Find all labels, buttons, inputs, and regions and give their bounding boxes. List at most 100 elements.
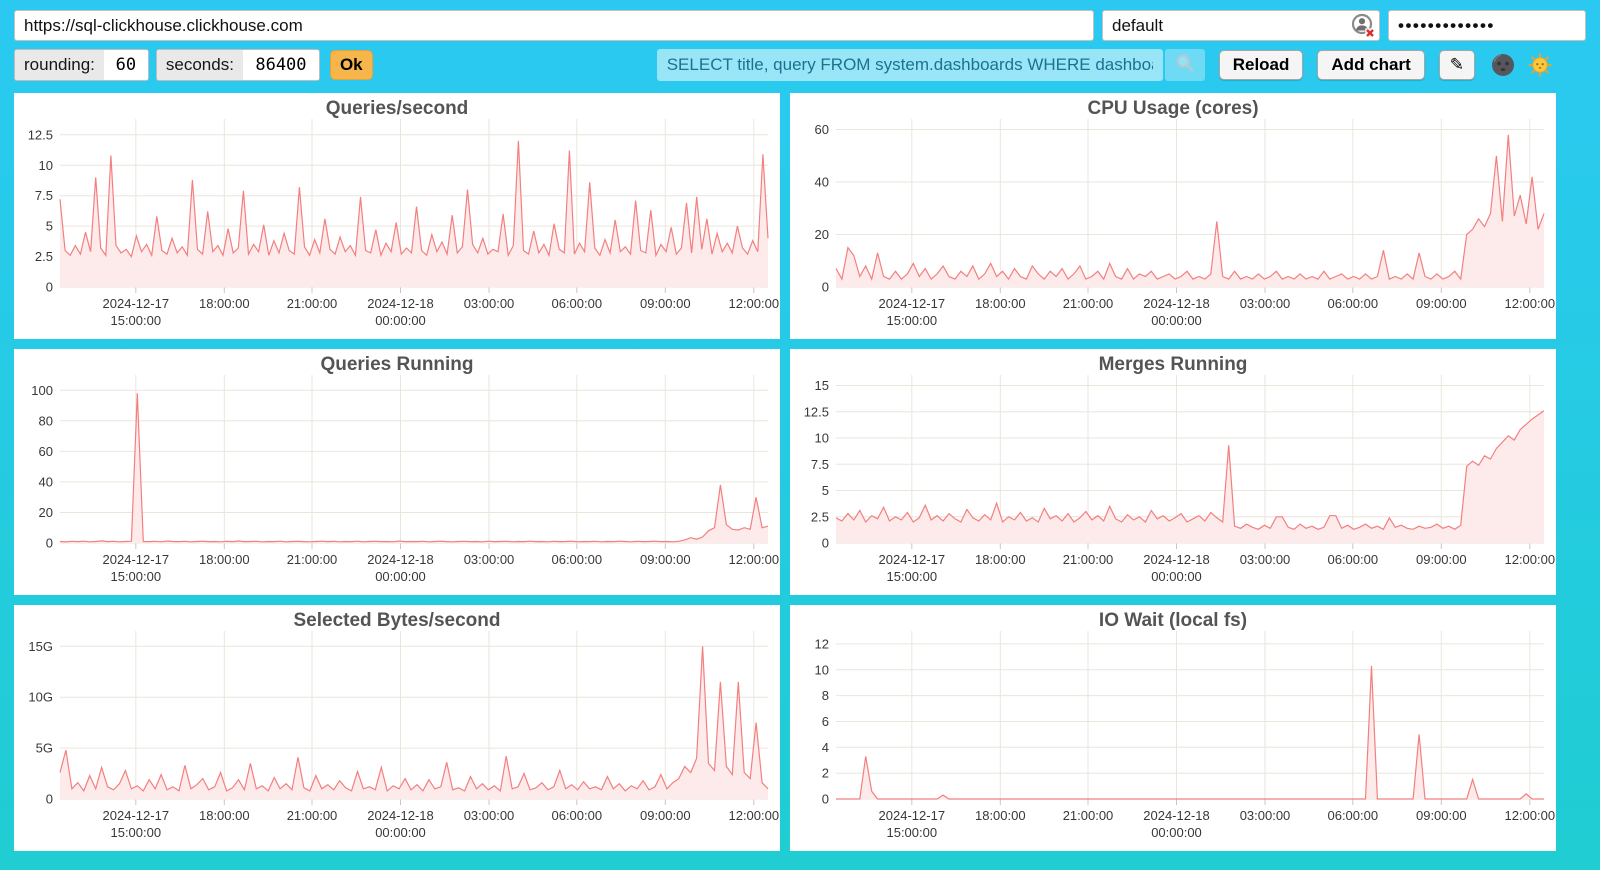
svg-text:12:00:00: 12:00:00 <box>1504 296 1555 311</box>
svg-text:2024-12-17: 2024-12-17 <box>103 808 170 823</box>
pencil-icon: ✎ <box>1449 54 1464 75</box>
svg-text:10: 10 <box>815 431 829 446</box>
svg-text:21:00:00: 21:00:00 <box>287 808 338 823</box>
svg-text:20: 20 <box>39 505 53 520</box>
svg-text:18:00:00: 18:00:00 <box>975 296 1026 311</box>
svg-text:21:00:00: 21:00:00 <box>1063 552 1114 567</box>
svg-text:0: 0 <box>822 792 829 807</box>
chart-plot[interactable]: 2024-12-17 15:00:00 18:00:00 21:00:00 2024-1… <box>14 349 780 595</box>
svg-text:15:00:00: 15:00:00 <box>110 313 161 328</box>
svg-text:09:00:00: 09:00:00 <box>640 808 691 823</box>
seconds-input[interactable] <box>242 49 319 80</box>
svg-text:21:00:00: 21:00:00 <box>287 296 338 311</box>
theme-dark-toggle[interactable] <box>1491 53 1515 77</box>
svg-text:00:00:00: 00:00:00 <box>1151 313 1202 328</box>
svg-text:12:00:00: 12:00:00 <box>728 808 779 823</box>
search-button[interactable] <box>1164 48 1205 81</box>
magnifier-icon <box>1175 53 1195 76</box>
chart-panel-merges-running: Merges Running 2024-12-17 15:00:00 18:00:0… <box>790 349 1556 595</box>
svg-text:12:00:00: 12:00:00 <box>1504 552 1555 567</box>
svg-text:18:00:00: 18:00:00 <box>975 808 1026 823</box>
svg-text:21:00:00: 21:00:00 <box>1063 808 1114 823</box>
svg-text:15:00:00: 15:00:00 <box>886 313 937 328</box>
svg-text:80: 80 <box>39 413 53 428</box>
ok-button[interactable]: Ok <box>329 49 373 80</box>
svg-text:40: 40 <box>815 175 829 190</box>
svg-text:03:00:00: 03:00:00 <box>464 552 515 567</box>
svg-text:0: 0 <box>46 536 53 551</box>
chart-title: Selected Bytes/second <box>293 610 501 631</box>
chart-panel-selected-bytes: Selected Bytes/second 2024-12-17 15:00:00… <box>14 605 780 851</box>
new-moon-face-icon <box>1492 53 1514 76</box>
svg-text:7.5: 7.5 <box>35 188 53 203</box>
chart-panel-io-wait: IO Wait (local fs) 2024-12-17 15:00:00 18:… <box>790 605 1556 851</box>
svg-text:2024-12-18: 2024-12-18 <box>367 296 434 311</box>
svg-text:15G: 15G <box>28 639 53 654</box>
svg-text:03:00:00: 03:00:00 <box>1240 552 1291 567</box>
svg-text:03:00:00: 03:00:00 <box>464 296 515 311</box>
rounding-input[interactable] <box>103 49 148 80</box>
url-input[interactable] <box>14 10 1094 41</box>
svg-text:2024-12-17: 2024-12-17 <box>879 808 946 823</box>
svg-text:09:00:00: 09:00:00 <box>640 296 691 311</box>
svg-text:0: 0 <box>822 536 829 551</box>
svg-text:21:00:00: 21:00:00 <box>1063 296 1114 311</box>
svg-text:0: 0 <box>46 792 53 807</box>
toolbar: rounding: seconds: Ok Reload Add chart ✎ <box>14 48 1586 81</box>
theme-light-toggle[interactable] <box>1528 52 1552 77</box>
chart-panel-cpu-usage: CPU Usage (cores) 2024-12-17 15:00:00 18:0… <box>790 93 1556 339</box>
seconds-label: seconds: <box>156 49 243 80</box>
user-circle-x-icon <box>1351 13 1375 38</box>
chart-panel-queries-per-second: Queries/second 2024-12-17 15:00:00 18:00:0… <box>14 93 780 339</box>
svg-text:4: 4 <box>822 740 829 755</box>
svg-text:5: 5 <box>822 483 829 498</box>
svg-text:00:00:00: 00:00:00 <box>1151 569 1202 584</box>
chart-plot[interactable]: 2024-12-17 15:00:00 18:00:00 21:00:00 2024-1… <box>14 93 780 339</box>
svg-text:00:00:00: 00:00:00 <box>1151 825 1202 840</box>
svg-text:2024-12-17: 2024-12-17 <box>103 552 170 567</box>
svg-text:40: 40 <box>39 474 53 489</box>
svg-text:2024-12-17: 2024-12-17 <box>103 296 170 311</box>
svg-text:2024-12-18: 2024-12-18 <box>1143 552 1210 567</box>
chart-plot[interactable]: 2024-12-17 15:00:00 18:00:00 21:00:00 2024-1… <box>14 605 780 851</box>
rounding-label: rounding: <box>15 49 104 80</box>
svg-text:00:00:00: 00:00:00 <box>375 313 426 328</box>
svg-text:15:00:00: 15:00:00 <box>886 569 937 584</box>
svg-text:100: 100 <box>31 383 53 398</box>
svg-text:12:00:00: 12:00:00 <box>1504 808 1555 823</box>
chart-panel-queries-running: Queries Running 2024-12-17 15:00:00 18:00:… <box>14 349 780 595</box>
svg-text:03:00:00: 03:00:00 <box>1240 296 1291 311</box>
svg-text:15:00:00: 15:00:00 <box>110 569 161 584</box>
svg-text:5: 5 <box>46 219 53 234</box>
add-chart-button[interactable]: Add chart <box>1317 49 1425 80</box>
svg-text:06:00:00: 06:00:00 <box>1327 552 1378 567</box>
chart-plot[interactable]: 2024-12-17 15:00:00 18:00:00 21:00:00 2024-1… <box>790 605 1556 851</box>
svg-text:7.5: 7.5 <box>811 457 829 472</box>
svg-text:2024-12-17: 2024-12-17 <box>879 296 946 311</box>
svg-text:12: 12 <box>815 636 829 651</box>
svg-text:12:00:00: 12:00:00 <box>728 552 779 567</box>
svg-text:18:00:00: 18:00:00 <box>199 296 250 311</box>
svg-text:8: 8 <box>822 688 829 703</box>
edit-button[interactable]: ✎ <box>1438 49 1475 80</box>
svg-text:5G: 5G <box>36 741 53 756</box>
svg-text:03:00:00: 03:00:00 <box>1240 808 1291 823</box>
reload-button[interactable]: Reload <box>1218 49 1304 80</box>
password-input[interactable] <box>1388 10 1586 41</box>
charts-grid: Queries/second 2024-12-17 15:00:00 18:00:0… <box>14 93 1592 851</box>
chart-plot[interactable]: 2024-12-17 15:00:00 18:00:00 21:00:00 2024-1… <box>790 349 1556 595</box>
svg-text:2.5: 2.5 <box>35 249 53 264</box>
chart-title: Queries/second <box>325 98 469 119</box>
svg-text:09:00:00: 09:00:00 <box>1416 552 1467 567</box>
svg-text:09:00:00: 09:00:00 <box>1416 808 1467 823</box>
svg-text:18:00:00: 18:00:00 <box>975 552 1026 567</box>
search-input[interactable] <box>656 48 1163 81</box>
svg-text:2024-12-18: 2024-12-18 <box>1143 808 1210 823</box>
seconds-control: seconds: <box>155 48 320 81</box>
user-input[interactable] <box>1102 10 1380 41</box>
svg-text:06:00:00: 06:00:00 <box>1327 808 1378 823</box>
svg-text:2024-12-17: 2024-12-17 <box>879 552 946 567</box>
chart-plot[interactable]: 2024-12-17 15:00:00 18:00:00 21:00:00 2024-1… <box>790 93 1556 339</box>
svg-text:03:00:00: 03:00:00 <box>464 808 515 823</box>
connection-bar <box>14 10 1586 41</box>
